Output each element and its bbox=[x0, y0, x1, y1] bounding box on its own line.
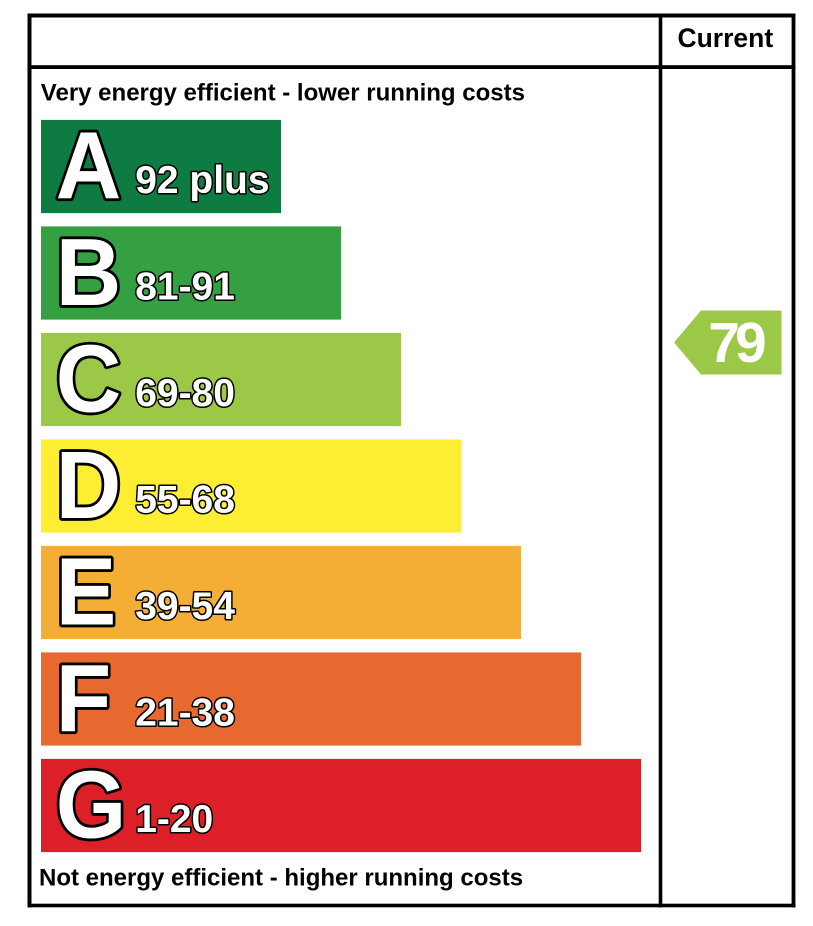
svg-text:21-38: 21-38 bbox=[135, 692, 235, 735]
svg-text:Very energy efficient - lower: Very energy efficient - lower running co… bbox=[41, 80, 525, 107]
svg-text:Not energy efficient - higher: Not energy efficient - higher running co… bbox=[39, 864, 523, 891]
svg-text:A: A bbox=[56, 113, 122, 220]
svg-text:39-54: 39-54 bbox=[135, 585, 235, 628]
svg-text:92 plus: 92 plus bbox=[135, 159, 269, 202]
svg-text:69-80: 69-80 bbox=[135, 372, 235, 415]
svg-text:79: 79 bbox=[708, 311, 765, 375]
svg-text:55-68: 55-68 bbox=[135, 479, 235, 522]
svg-text:F: F bbox=[56, 645, 111, 752]
svg-text:D: D bbox=[56, 432, 122, 539]
svg-text:81-91: 81-91 bbox=[135, 266, 235, 309]
svg-text:C: C bbox=[56, 326, 122, 433]
svg-text:1-20: 1-20 bbox=[135, 798, 213, 841]
svg-text:B: B bbox=[56, 219, 122, 326]
svg-text:G: G bbox=[56, 752, 127, 859]
svg-text:Current: Current bbox=[677, 23, 773, 53]
svg-text:E: E bbox=[56, 539, 117, 646]
